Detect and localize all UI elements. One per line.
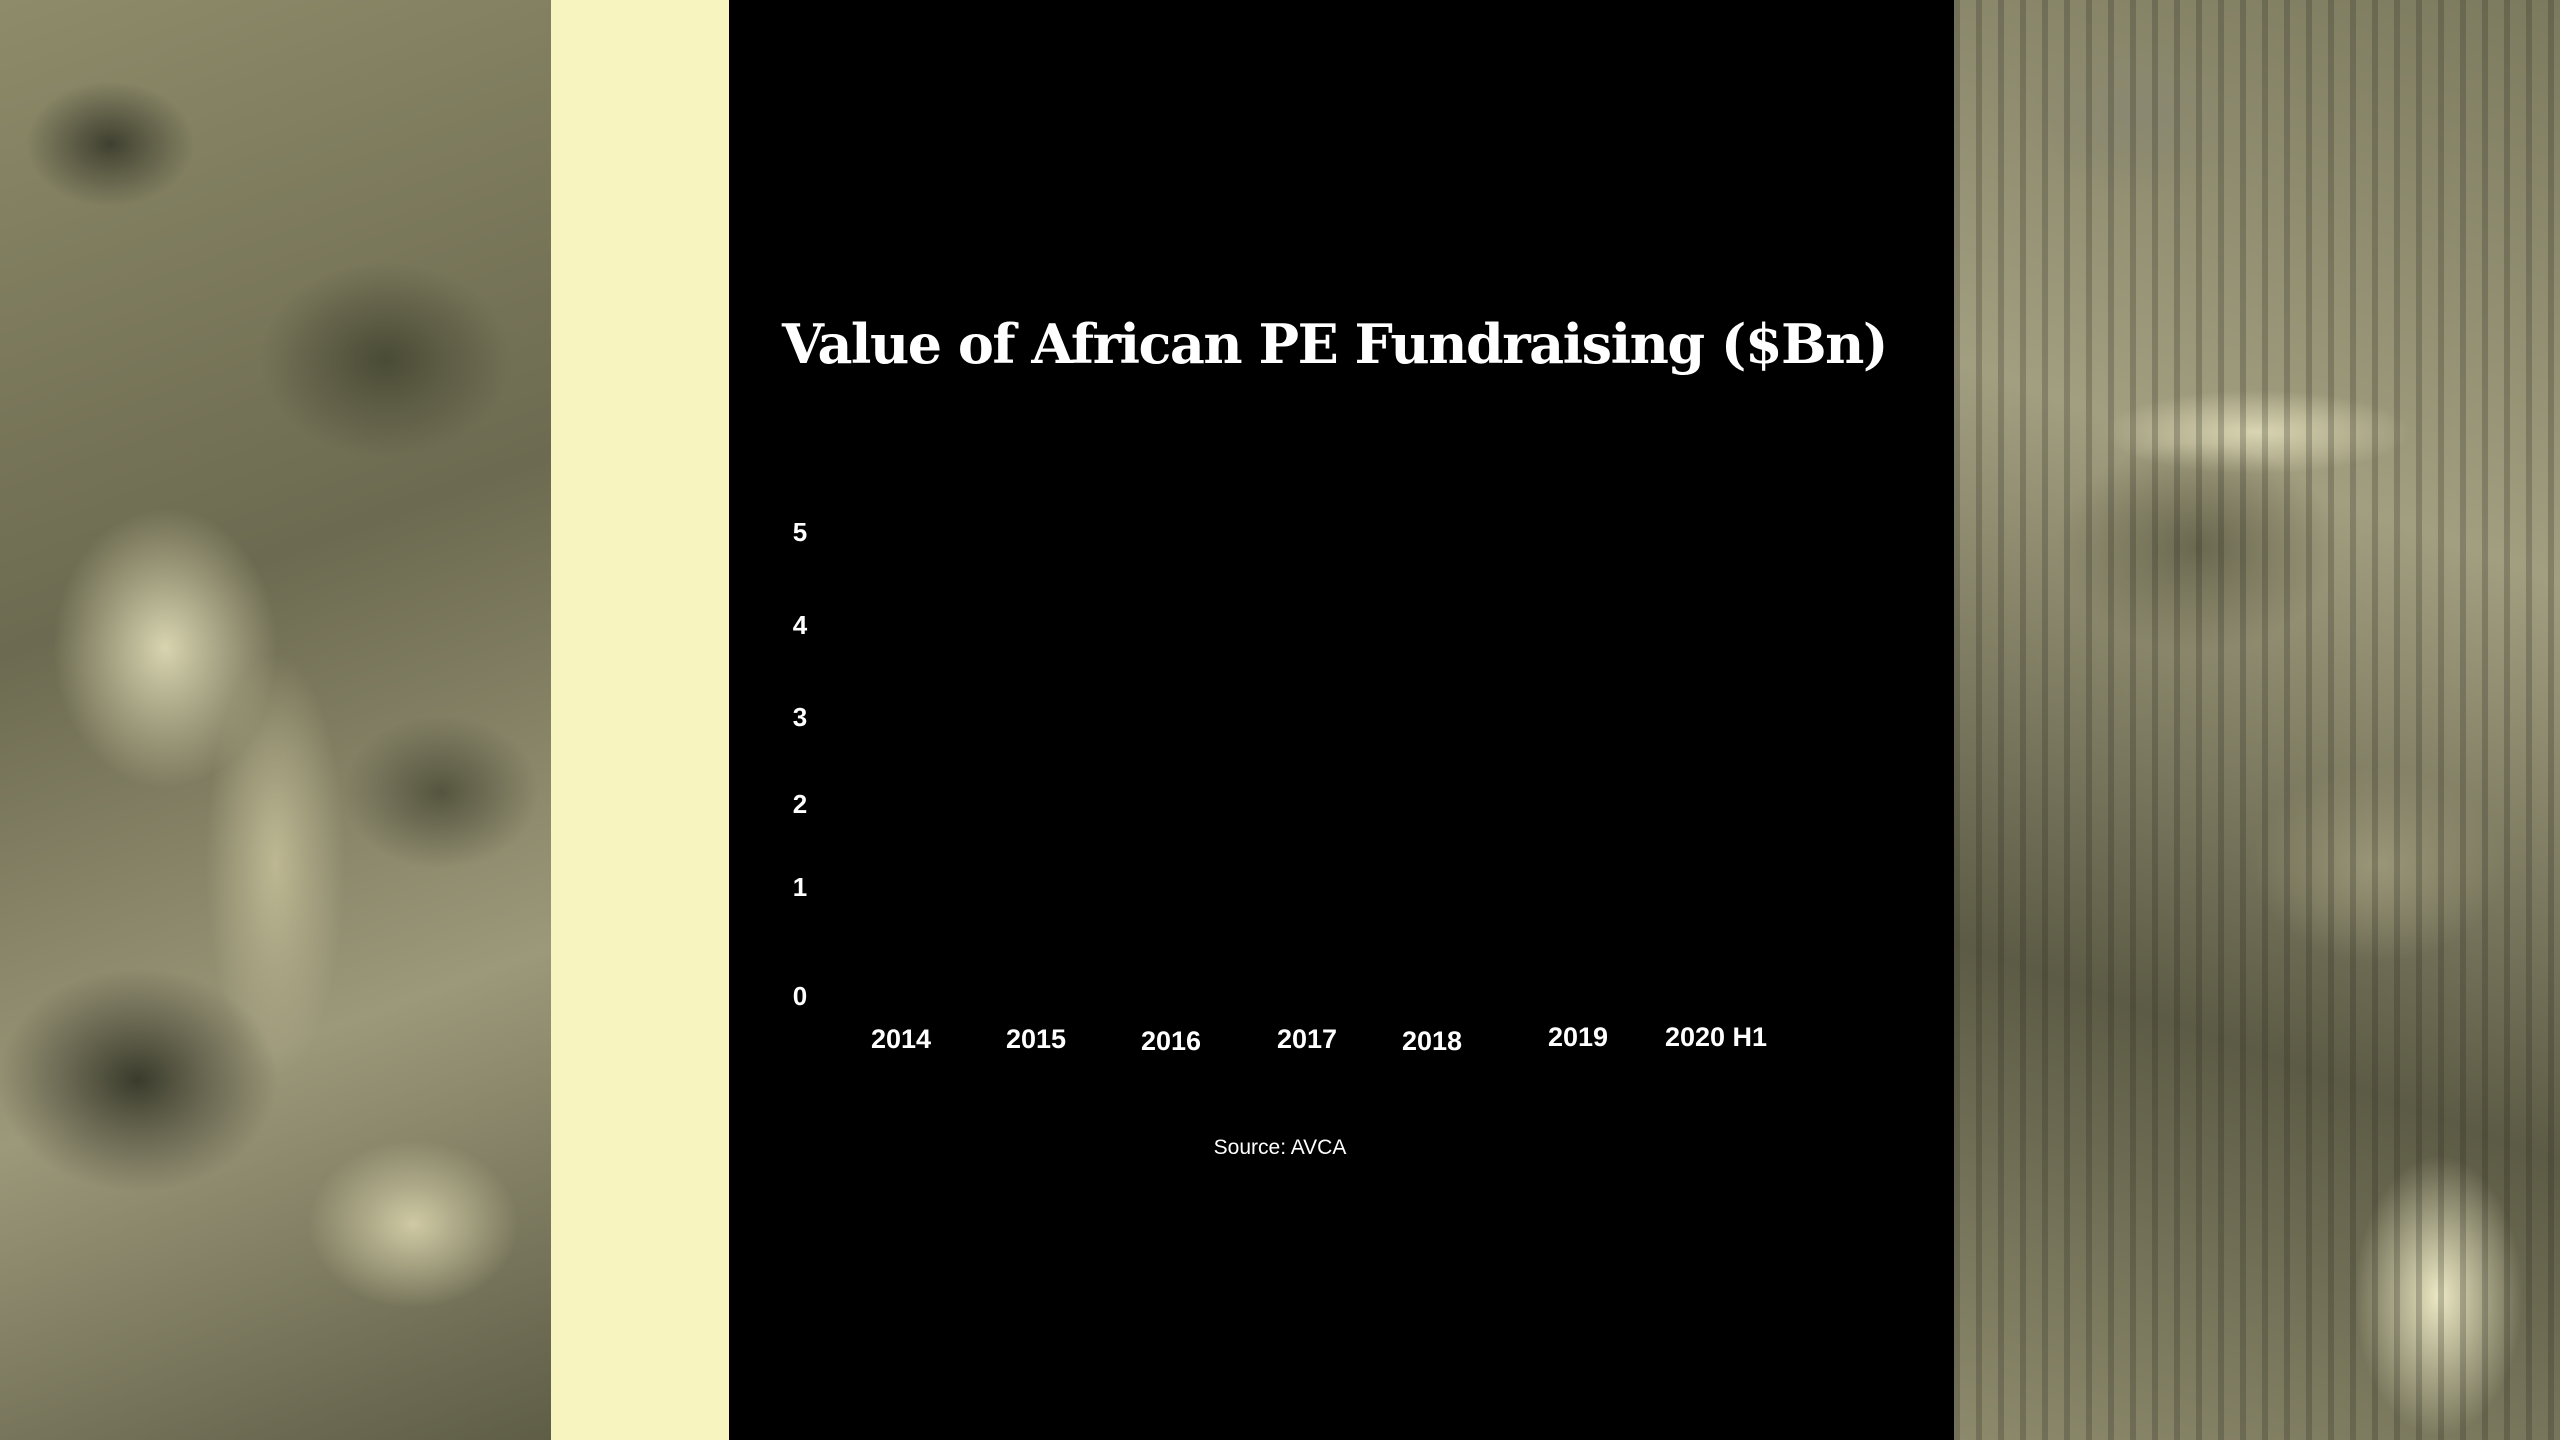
x-tick-label: 2016: [1140, 1026, 1202, 1056]
aerial-photo-right: [1954, 0, 2560, 1440]
x-tick-label: 2015: [1005, 1024, 1067, 1054]
y-tick-label: 0: [792, 981, 808, 1011]
x-tick-label: 2018: [1401, 1026, 1463, 1056]
x-tick-label: 2019: [1547, 1022, 1609, 1052]
y-tick-label: 3: [792, 702, 808, 732]
cream-band: [551, 0, 729, 1440]
x-tick-label: 2014: [870, 1024, 932, 1054]
x-tick-label: 2017: [1276, 1024, 1338, 1054]
y-tick-label: 4: [792, 610, 808, 640]
y-tick-label: 1: [792, 872, 808, 902]
y-tick-label: 2: [792, 789, 808, 819]
source-note: Source: AVCA: [1213, 1136, 1347, 1159]
x-tick-label: 2020 H1: [1664, 1022, 1768, 1052]
chart-panel: [729, 0, 1954, 1440]
chart-title: Value of African PE Fundraising ($Bn): [782, 312, 1888, 376]
y-tick-label: 5: [792, 517, 808, 547]
aerial-photo-left: [0, 0, 551, 1440]
